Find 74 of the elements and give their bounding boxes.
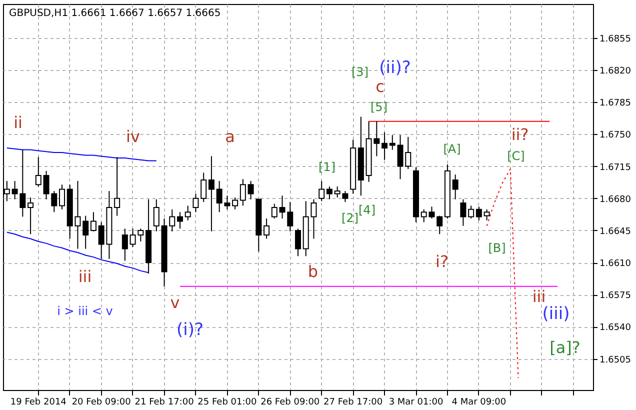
candlestick bbox=[382, 132, 388, 160]
candlestick bbox=[177, 212, 183, 230]
candlestick bbox=[468, 205, 474, 220]
annotation: [A] bbox=[443, 142, 461, 156]
y-tick-label: 1.6680 bbox=[600, 194, 632, 205]
y-tick-label: 1.6645 bbox=[600, 226, 631, 237]
y-tick-label: 1.6540 bbox=[600, 323, 632, 334]
candlestick bbox=[264, 218, 270, 240]
annotation: iii bbox=[78, 267, 92, 286]
annotation: b bbox=[308, 262, 318, 281]
annotation: (iii) bbox=[542, 304, 570, 324]
candlestick bbox=[484, 208, 490, 221]
annotation: (ii)? bbox=[379, 58, 411, 78]
annotation: [a]? bbox=[550, 338, 580, 357]
candlestick bbox=[460, 198, 466, 226]
x-tick-label: 26 Feb 09:00 bbox=[260, 398, 320, 408]
candlestick bbox=[208, 156, 214, 232]
annotation: v bbox=[170, 293, 180, 312]
candlestick bbox=[153, 198, 160, 232]
annotation: (i)? bbox=[176, 320, 204, 340]
annotation: c bbox=[376, 77, 384, 96]
annotation: [4] bbox=[358, 203, 376, 217]
y-tick-label: 1.6855 bbox=[600, 34, 631, 44]
candlestick bbox=[436, 215, 443, 235]
candlestick bbox=[476, 206, 482, 221]
annotation: a bbox=[225, 127, 235, 146]
candlestick bbox=[452, 174, 458, 200]
annotation: [3] bbox=[352, 65, 368, 79]
candlestick bbox=[122, 228, 128, 262]
annotation: [C] bbox=[507, 149, 525, 163]
x-tick-label: 4 Mar 09:00 bbox=[452, 398, 506, 408]
candlestick bbox=[184, 205, 191, 221]
candlestick bbox=[90, 212, 96, 232]
candlestick bbox=[326, 186, 332, 200]
candlestick bbox=[82, 215, 89, 250]
y-tick-label: 1.6575 bbox=[600, 291, 631, 302]
candlestick bbox=[59, 184, 65, 210]
annotation: i? bbox=[436, 252, 448, 271]
candlestick bbox=[271, 203, 278, 220]
annotation: [5] bbox=[370, 100, 388, 114]
x-tick-label: 27 Feb 17:00 bbox=[324, 398, 383, 408]
chart-title: GBPUSD,H1 1.6661 1.6667 1.6657 1.6665 bbox=[9, 8, 221, 19]
y-tick-label: 1.6785 bbox=[600, 98, 631, 109]
x-tick-label: 21 Feb 17:00 bbox=[134, 398, 194, 408]
annotation: ii bbox=[14, 113, 22, 132]
candlestick bbox=[295, 228, 301, 257]
annotation: [B] bbox=[488, 241, 506, 255]
line-series bbox=[6, 147, 157, 162]
candlestick bbox=[232, 196, 238, 210]
y-tick-label: 1.6610 bbox=[600, 259, 632, 270]
candlestick bbox=[28, 196, 34, 235]
annotation: [1] bbox=[318, 160, 336, 174]
candlestick bbox=[192, 193, 199, 213]
y-tick-label: 1.6820 bbox=[600, 66, 632, 77]
candlestick bbox=[389, 134, 396, 150]
candlestick bbox=[248, 180, 254, 200]
annotation: i > iii < v bbox=[57, 304, 113, 318]
line-series bbox=[486, 168, 519, 379]
x-tick-label: 25 Feb 01:00 bbox=[198, 398, 257, 408]
x-tick-label: 19 Feb 2014 bbox=[10, 398, 67, 408]
candlestick bbox=[114, 156, 120, 216]
y-tick-label: 1.6715 bbox=[600, 162, 631, 173]
y-tick-label: 1.6505 bbox=[600, 355, 631, 366]
annotation: iii bbox=[532, 287, 546, 306]
x-tick-label: 20 Feb 09:00 bbox=[72, 398, 132, 408]
annotation: ii? bbox=[511, 125, 529, 144]
candlestick bbox=[318, 180, 325, 202]
candlestick bbox=[35, 156, 42, 187]
annotation: iv bbox=[126, 127, 140, 146]
candlestick bbox=[240, 178, 246, 206]
annotation: [2] bbox=[342, 211, 358, 225]
y-tick-label: 1.6750 bbox=[600, 130, 632, 141]
x-tick-label: 3 Mar 01:00 bbox=[388, 398, 444, 408]
candlestick bbox=[200, 172, 207, 203]
